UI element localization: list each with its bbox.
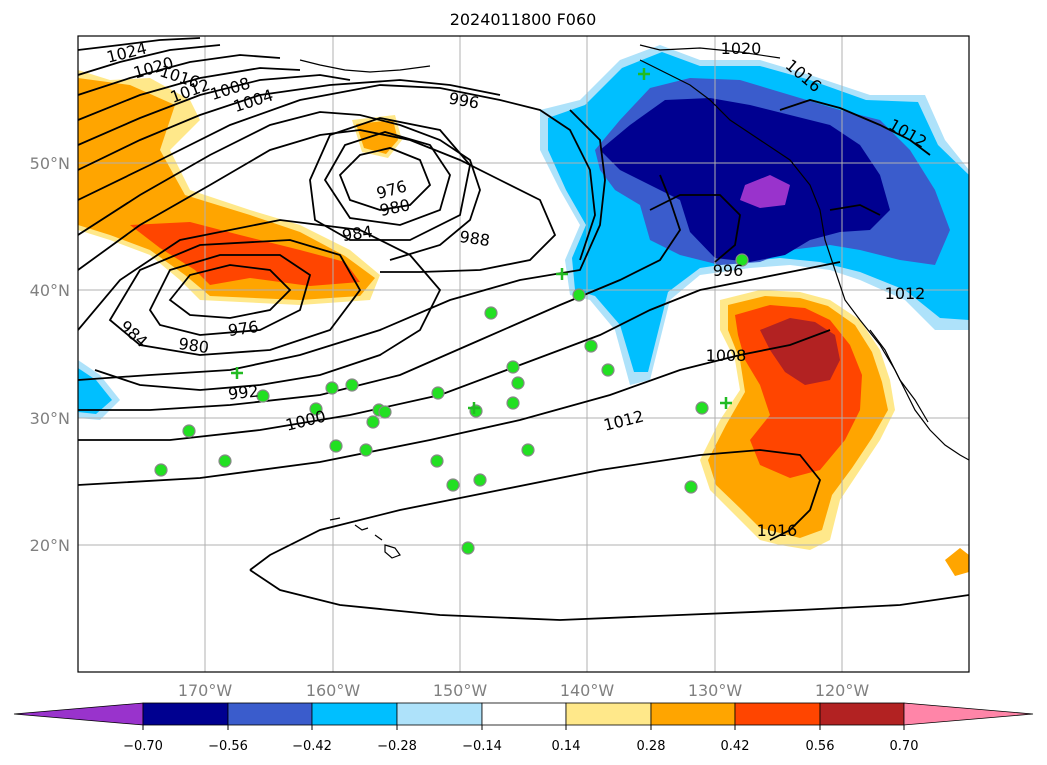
station-plus-markers <box>231 68 732 414</box>
shading-layer <box>78 45 969 576</box>
lon-tick-label: 140°W <box>560 681 615 700</box>
colorbar <box>13 702 1034 726</box>
lat-labels: 50°N 40°N 30°N 20°N <box>30 154 70 555</box>
isobar-label: 1012 <box>885 284 926 303</box>
colorbar-bin <box>819 702 905 726</box>
lat-tick-label: 30°N <box>30 409 70 428</box>
colorbar-bin <box>565 702 652 726</box>
colorbar-tick-label: 0.28 <box>637 739 666 754</box>
map-title: 2024011800 F060 <box>450 10 597 29</box>
colorbar-bin <box>650 702 736 726</box>
isobar-label: 976 <box>227 317 260 340</box>
colorbar-tick-label: −0.14 <box>462 739 502 754</box>
lon-tick-label: 150°W <box>433 681 488 700</box>
colorbar-tick-label: −0.70 <box>123 739 163 754</box>
isobar-label: 1008 <box>706 346 747 365</box>
lon-labels: 170°W 160°W 150°W 140°W 130°W 120°W <box>178 681 870 700</box>
colorbar-bin <box>396 702 483 726</box>
colorbar-extend-low <box>13 702 144 726</box>
isobars <box>78 37 969 621</box>
isobar-label: 988 <box>458 227 491 250</box>
lon-tick-label: 120°W <box>815 681 870 700</box>
shade-navy-ne <box>600 98 890 262</box>
colorbar-ticks <box>142 725 905 730</box>
colorbar-labels: −0.70 −0.56 −0.42 −0.28 −0.14 0.14 0.28 … <box>123 739 918 754</box>
colorbar-tick-label: −0.28 <box>377 739 417 754</box>
colorbar-tick-label: −0.42 <box>292 739 332 754</box>
lon-tick-label: 130°W <box>688 681 743 700</box>
isobar-label: 992 <box>227 381 259 403</box>
lat-tick-label: 20°N <box>30 536 70 555</box>
colorbar-bin <box>142 702 229 726</box>
graticule <box>78 36 969 672</box>
isobar-label: 1020 <box>721 39 762 58</box>
shade-orange-se <box>945 548 969 576</box>
lat-tick-label: 50°N <box>30 154 70 173</box>
shade-purple-ne <box>740 175 790 208</box>
isobar-label: 980 <box>177 334 210 357</box>
colorbar-tick-label: 0.14 <box>552 739 581 754</box>
shade-orange-small-core <box>356 120 398 154</box>
colorbar-bin <box>311 702 398 726</box>
map-frame <box>77 35 970 673</box>
lat-tick-label: 40°N <box>30 281 70 300</box>
colorbar-tick-label: 0.42 <box>721 739 750 754</box>
colorbar-tick-label: −0.56 <box>208 739 248 754</box>
lon-tick-label: 170°W <box>178 681 233 700</box>
isobar-label: 996 <box>713 261 744 280</box>
colorbar-bin <box>734 702 821 726</box>
colorbar-bin <box>227 702 313 726</box>
colorbar-tick-label: 0.56 <box>806 739 835 754</box>
coastlines <box>299 44 969 559</box>
isobar-label: 1016 <box>757 521 798 540</box>
lon-tick-label: 160°W <box>306 681 361 700</box>
shade-orange-nw-core <box>78 78 375 300</box>
isobar-label: 984 <box>341 222 374 245</box>
colorbar-tick-label: 0.70 <box>890 739 919 754</box>
colorbar-extend-high <box>903 702 1034 726</box>
shade-darkred-e <box>760 318 840 385</box>
colorbar-bin <box>481 702 567 726</box>
